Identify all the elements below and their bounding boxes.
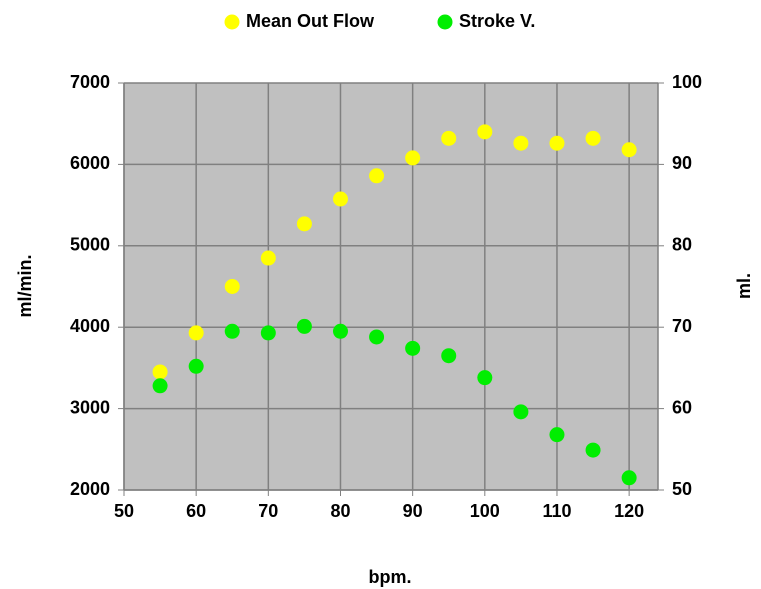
x-tick-label: 80 [330,501,350,521]
y2-tick-label: 80 [672,235,692,255]
y-tick-label: 7000 [70,72,110,92]
point [296,318,312,334]
point [513,404,529,420]
point [441,348,457,364]
point [224,323,240,339]
point [477,370,493,386]
y2-tick-label: 60 [672,397,692,417]
point [549,135,565,151]
point [188,358,204,374]
point [477,124,493,140]
legend-marker [437,14,453,30]
point [513,135,529,151]
x-tick-label: 90 [403,501,423,521]
y-tick-label: 4000 [70,316,110,336]
point [405,150,421,166]
legend-label: Stroke V. [459,11,535,31]
point [188,325,204,341]
x-tick-label: 100 [470,501,500,521]
point [369,168,385,184]
point [621,142,637,158]
y2-tick-label: 50 [672,479,692,499]
plot-area [124,83,658,490]
marks [152,124,637,486]
point [224,279,240,294]
point [152,364,168,380]
point [549,427,565,443]
point [585,130,601,146]
y2-axis-label: ml. [734,273,754,299]
point [332,323,348,339]
point [621,470,637,486]
x-tick-label: 50 [114,501,134,521]
x-tick-label: 110 [542,501,571,521]
point [405,340,421,356]
x-tick-label: 60 [186,501,206,521]
y-tick-label: 2000 [70,479,110,499]
legend-label: Mean Out Flow [246,11,375,31]
point [260,325,276,341]
point [441,130,457,146]
point [152,378,168,394]
y2-tick-label: 100 [672,72,702,92]
x-tick-label: 120 [614,501,644,521]
point [585,442,601,458]
y-tick-label: 6000 [70,153,110,173]
y-axis-label: ml/min. [15,254,35,317]
y2-tick-label: 90 [672,153,692,173]
point [296,216,312,232]
x-axis-label: bpm. [369,567,412,587]
x-tick-label: 70 [258,501,278,521]
point [260,250,276,266]
point [369,329,385,345]
legend-marker [224,14,240,30]
y-tick-label: 5000 [70,235,110,255]
point [332,191,348,207]
y2-tick-label: 70 [672,316,692,336]
y-tick-label: 3000 [70,397,110,417]
